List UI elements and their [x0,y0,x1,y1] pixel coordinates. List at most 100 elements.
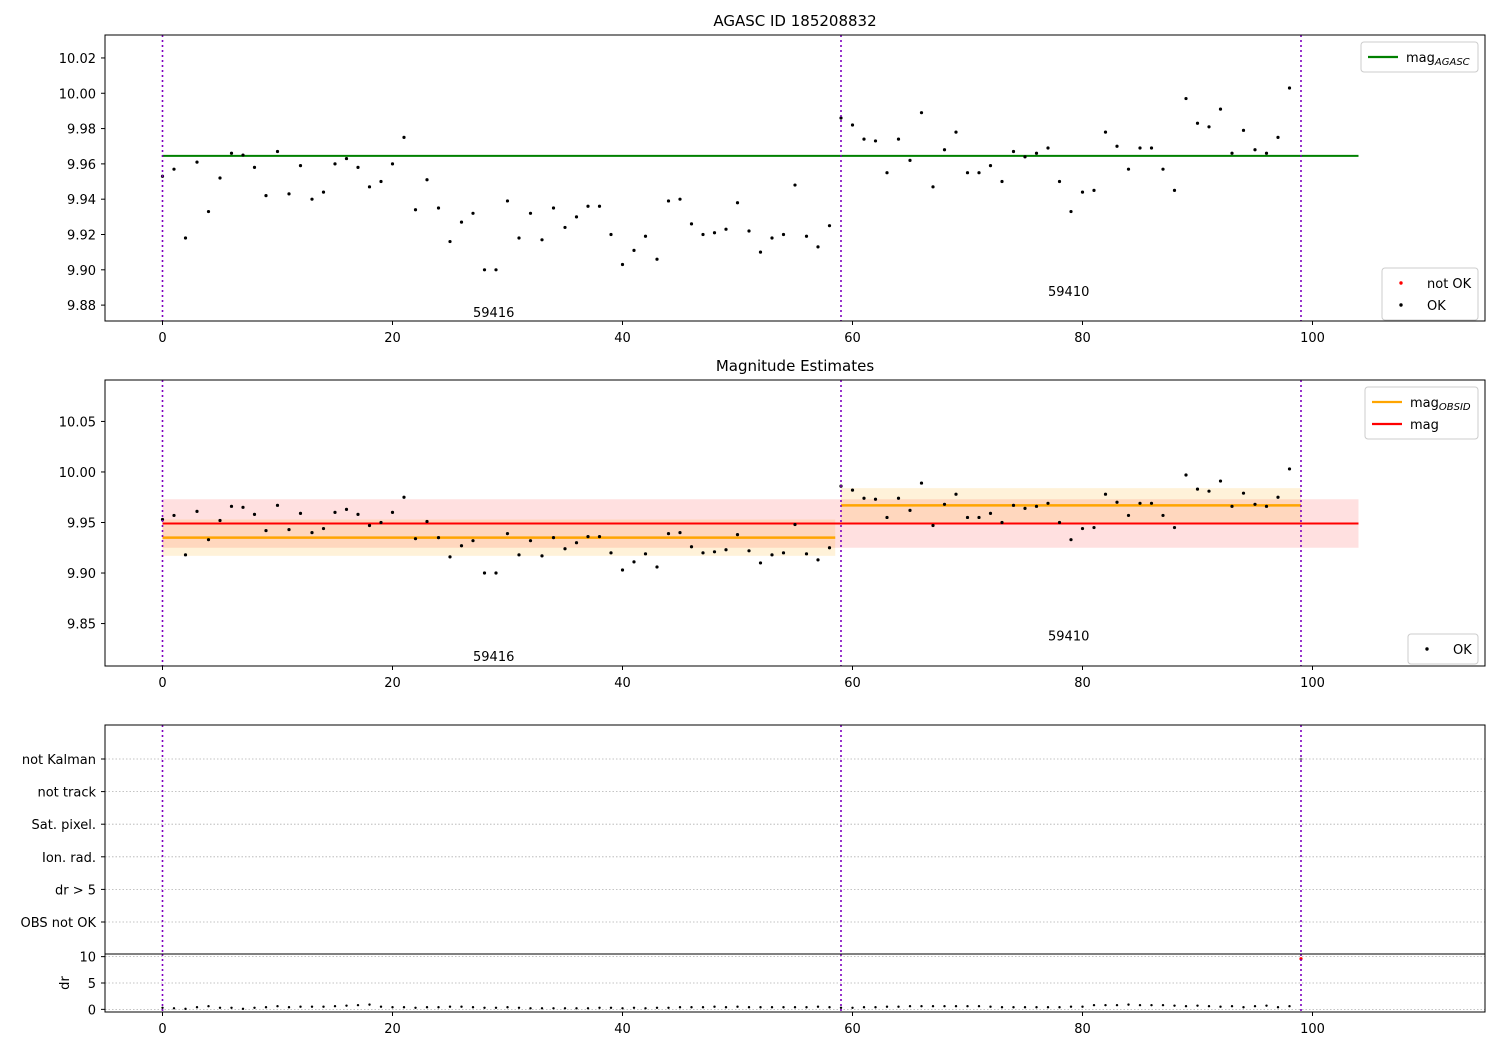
y-axis-label: dr [58,976,73,990]
data-point [1080,190,1085,194]
dr-point [989,1005,992,1008]
data-point [919,111,924,115]
data-point [758,250,763,254]
data-point [275,149,280,154]
dr-point [195,1006,199,1009]
x-tick-label: 100 [1300,676,1325,691]
dr-point [1104,1003,1107,1007]
data-point [1184,96,1188,101]
data-point [1276,135,1280,139]
data-point [988,164,993,168]
data-point [252,512,257,517]
data-point [609,232,613,237]
obsid-annotation: 59416 [473,650,514,665]
data-point [586,204,590,208]
legend-label: not OK [1427,277,1472,292]
dr-point [1127,1003,1130,1006]
data-point [1230,151,1234,155]
data-point [1126,513,1131,518]
data-point [310,531,314,535]
dr-point [724,1006,728,1009]
plot-frame [104,379,1486,667]
data-point [333,162,337,166]
data-point [367,185,372,189]
data-point [172,167,176,171]
data-point [1207,125,1211,129]
data-point [850,488,855,492]
dr-point [747,1006,751,1009]
dr-point [586,1007,590,1010]
data-point [367,523,372,528]
dr-point [1000,1006,1004,1009]
data-point [287,192,291,196]
dr-point [287,1006,291,1009]
dr-point [966,1005,969,1008]
data-point [1195,121,1200,125]
dr-point [448,1005,452,1008]
data-point [574,215,579,219]
x-tick-label: 40 [614,331,631,346]
x-tick-label: 0 [158,331,166,346]
data-point [264,194,268,198]
dr-point [161,1006,164,1009]
data-point [666,532,671,536]
data-point [1034,504,1039,508]
data-point [1276,495,1280,499]
dr-point [310,1005,314,1008]
dr-point [609,1006,613,1009]
dr-point [184,1007,187,1011]
dr-point [828,1006,831,1009]
data-point [862,137,866,141]
legend-subscript: AGASC [1434,57,1470,68]
data-point [517,553,521,557]
data-point [1241,128,1246,132]
dr-point [1242,1006,1245,1009]
dr-point [1058,1006,1061,1009]
dr-point [391,1006,394,1009]
data-point [1287,86,1292,90]
legend-swatch [1425,647,1429,651]
data-point [413,208,418,212]
x-tick-label: 80 [1074,1022,1091,1037]
data-point [1080,526,1085,531]
data-point [471,539,475,543]
dr-point [1069,1005,1073,1008]
legend-label: OK [1427,299,1446,314]
data-point [942,502,947,506]
x-tick-label: 100 [1300,331,1325,346]
data-point [528,211,533,215]
data-point [942,148,947,152]
data-point [229,504,234,508]
data-point [540,554,544,558]
obsid-annotation: 59410 [1048,285,1089,300]
dr-point [862,1006,866,1009]
dr-point [943,1005,946,1008]
data-point [954,492,958,496]
data-point [563,225,567,230]
legend-box [1407,633,1479,665]
dr-point [299,1005,302,1008]
data-point [321,190,326,194]
dr-point [954,1005,958,1008]
data-point [758,561,763,565]
data-point [1241,491,1246,495]
dr-point [345,1004,348,1007]
y-tick-label: 9.95 [67,516,96,531]
dr-point [1196,1004,1199,1007]
data-point [747,549,751,553]
data-point [1218,479,1223,483]
x-tick-label: 0 [158,676,166,691]
flag-category-label: Ion. rad. [42,851,96,866]
data-point [885,515,889,520]
data-point [183,553,188,557]
data-point [816,245,820,249]
data-point [287,527,291,532]
data-point [770,236,774,240]
data-point [1126,167,1131,171]
flag-category-label: OBS not OK [21,916,97,931]
x-tick-label: 40 [614,1022,631,1037]
x-tick-label: 20 [384,676,401,691]
data-point [931,523,935,528]
dr-point [379,1005,383,1008]
